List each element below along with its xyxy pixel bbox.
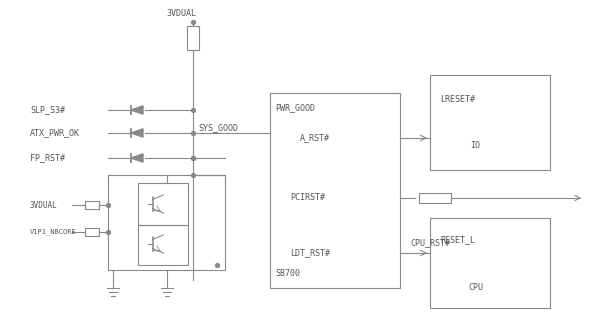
- Text: V1P1_NBCORE: V1P1_NBCORE: [30, 229, 77, 235]
- Bar: [85, 201, 99, 209]
- Text: PCIRST#: PCIRST#: [290, 193, 325, 202]
- Bar: [430, 218, 550, 308]
- Text: SLP_S3#: SLP_S3#: [30, 105, 65, 115]
- Bar: [85, 228, 99, 236]
- Text: CPU: CPU: [468, 284, 483, 293]
- Bar: [430, 75, 550, 170]
- Text: ATX_PWR_OK: ATX_PWR_OK: [30, 129, 80, 138]
- Bar: [270, 93, 400, 288]
- Bar: [138, 183, 188, 225]
- Text: IO: IO: [470, 140, 480, 149]
- Text: SB700: SB700: [275, 269, 300, 277]
- Bar: [108, 175, 225, 270]
- Polygon shape: [131, 154, 143, 162]
- Polygon shape: [131, 129, 143, 137]
- Bar: [138, 225, 188, 265]
- Text: 3VDUAL: 3VDUAL: [30, 201, 58, 209]
- Text: LRESET#: LRESET#: [440, 95, 475, 105]
- Text: CPU_RST#: CPU_RST#: [410, 238, 450, 247]
- Text: 3VDUAL: 3VDUAL: [166, 9, 196, 18]
- Text: LDT_RST#: LDT_RST#: [290, 248, 330, 257]
- Text: FP_RST#: FP_RST#: [30, 154, 65, 163]
- Text: A_RST#: A_RST#: [300, 134, 330, 143]
- Text: SYS_GOOD: SYS_GOOD: [198, 124, 238, 133]
- Text: PWR_GOOD: PWR_GOOD: [275, 104, 315, 113]
- Bar: [419, 193, 451, 203]
- Text: RESET_L: RESET_L: [440, 236, 475, 245]
- Bar: [187, 26, 199, 50]
- Polygon shape: [131, 106, 143, 114]
